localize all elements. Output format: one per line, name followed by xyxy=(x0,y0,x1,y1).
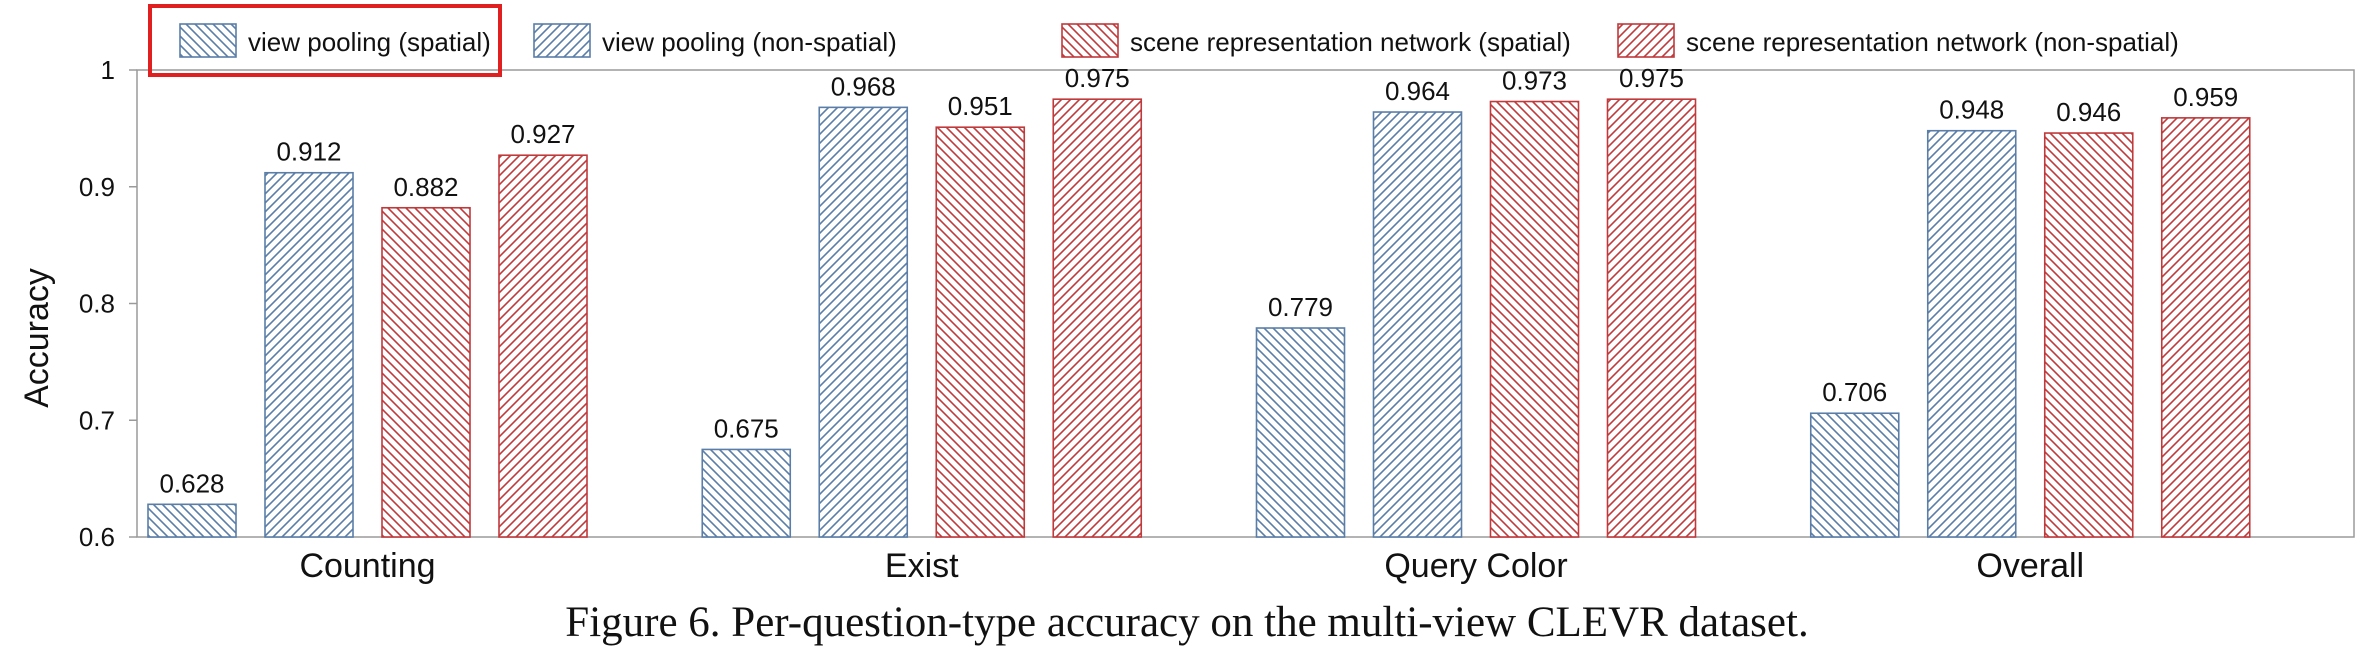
bar xyxy=(1809,412,1900,538)
y-tick-label: 0.7 xyxy=(79,405,115,435)
bar-value-label: 0.927 xyxy=(510,119,575,149)
bar xyxy=(1606,98,1697,538)
legend-label: scene representation network (spatial) xyxy=(1130,27,1571,57)
bar-value-label: 0.946 xyxy=(2056,97,2121,127)
bar-value-label: 0.951 xyxy=(948,91,1013,121)
bar-value-label: 0.948 xyxy=(1939,95,2004,125)
legend-highlight-box xyxy=(148,4,502,77)
x-axis: Counting Exist Query Color Overall xyxy=(299,547,2084,585)
bar-value-label: 0.882 xyxy=(393,172,458,202)
bar xyxy=(1926,129,2017,538)
bar-value-label: 0.975 xyxy=(1065,63,1130,93)
legend-label: scene representation network (non-spatia… xyxy=(1686,27,2179,57)
bar-value-label: 0.968 xyxy=(831,71,896,101)
legend-swatch xyxy=(1061,23,1119,58)
bar-value-label: 0.779 xyxy=(1268,292,1333,322)
bars xyxy=(147,98,2251,538)
bar xyxy=(498,154,588,538)
bar-value-label: 0.959 xyxy=(2173,82,2238,112)
bar-value-label: 0.675 xyxy=(714,413,779,443)
y-tick-label: 0.6 xyxy=(79,522,115,552)
legend: view pooling (spatial) view pooling (non-… xyxy=(179,23,2179,58)
legend-label: view pooling (spatial) xyxy=(248,27,491,57)
bar xyxy=(2160,117,2251,538)
x-category-label: Counting xyxy=(299,547,435,585)
legend-swatch xyxy=(1617,23,1675,58)
bar xyxy=(701,448,792,538)
y-axis-title: Accuracy xyxy=(18,268,56,408)
bar-labels: 0.628 0.912 0.882 0.927 0.675 0.968 0.951 0.975… xyxy=(159,63,2238,498)
bar xyxy=(264,171,354,538)
bar xyxy=(381,206,471,538)
figure-caption: Figure 6. Per-question-type accuracy on … xyxy=(565,599,1809,646)
bar-chart: 0.6 0.7 0.8 0.9 1 Counting Exist Query Color Ov… xyxy=(18,23,2355,585)
bar-value-label: 0.973 xyxy=(1502,66,1567,96)
bar xyxy=(818,106,909,538)
bar xyxy=(1372,111,1463,538)
y-tick-label: 1 xyxy=(101,55,115,85)
bar xyxy=(1255,327,1346,538)
bar xyxy=(1052,98,1143,538)
y-tick-label: 0.9 xyxy=(79,172,115,202)
bar xyxy=(2043,132,2134,538)
legend-swatch xyxy=(179,23,237,58)
bar-value-label: 0.975 xyxy=(1619,63,1684,93)
legend-swatch xyxy=(533,23,591,58)
bar-value-label: 0.706 xyxy=(1822,377,1887,407)
y-tick-label: 0.8 xyxy=(79,289,115,319)
bar xyxy=(935,126,1026,538)
x-category-label: Query Color xyxy=(1384,547,1567,585)
x-category-label: Overall xyxy=(1976,547,2084,585)
bar-value-label: 0.964 xyxy=(1385,76,1450,106)
y-axis: 0.6 0.7 0.8 0.9 1 xyxy=(79,55,137,552)
bar-value-label: 0.912 xyxy=(276,137,341,167)
x-category-label: Exist xyxy=(885,547,959,585)
legend-label: view pooling (non-spatial) xyxy=(602,27,897,57)
bar xyxy=(1489,100,1580,538)
bar-value-label: 0.628 xyxy=(159,468,224,498)
bar xyxy=(147,503,237,538)
